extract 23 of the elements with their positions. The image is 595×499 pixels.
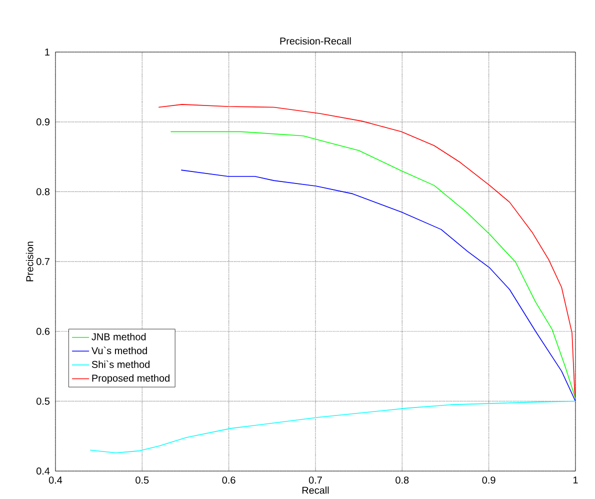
legend-label: JNB method	[92, 333, 146, 340]
legend-label: Vu`s method	[92, 346, 147, 354]
line-series	[180, 170, 576, 402]
x-tick-label: 0.5	[136, 476, 149, 484]
legend-label: Shi`s method	[92, 360, 150, 368]
y-tick-label: 0.9	[36, 118, 50, 126]
y-tick-label: 0.5	[36, 398, 50, 405]
legend-label: Proposed method	[92, 374, 170, 384]
y-tick-label: 0.4	[36, 468, 50, 475]
x-tick-label: 0.9	[482, 476, 496, 484]
chart-title: Precision-Recall	[280, 37, 351, 45]
y-tick-label: 0.8	[36, 188, 50, 196]
y-tick-label: 1	[45, 48, 50, 56]
x-axis-title: Recall	[302, 486, 329, 494]
x-tick-label: 1	[573, 476, 578, 484]
y-axis-title: Precision	[26, 242, 34, 282]
line-series	[90, 400, 576, 454]
x-tick-label: 0.6	[222, 476, 236, 484]
y-tick-label: 0.6	[36, 328, 50, 335]
x-tick-label: 0.4	[48, 476, 62, 484]
x-tick-label: 0.7	[308, 476, 322, 484]
y-tick-label: 0.7	[36, 258, 50, 266]
x-tick-label: 0.8	[396, 476, 409, 484]
